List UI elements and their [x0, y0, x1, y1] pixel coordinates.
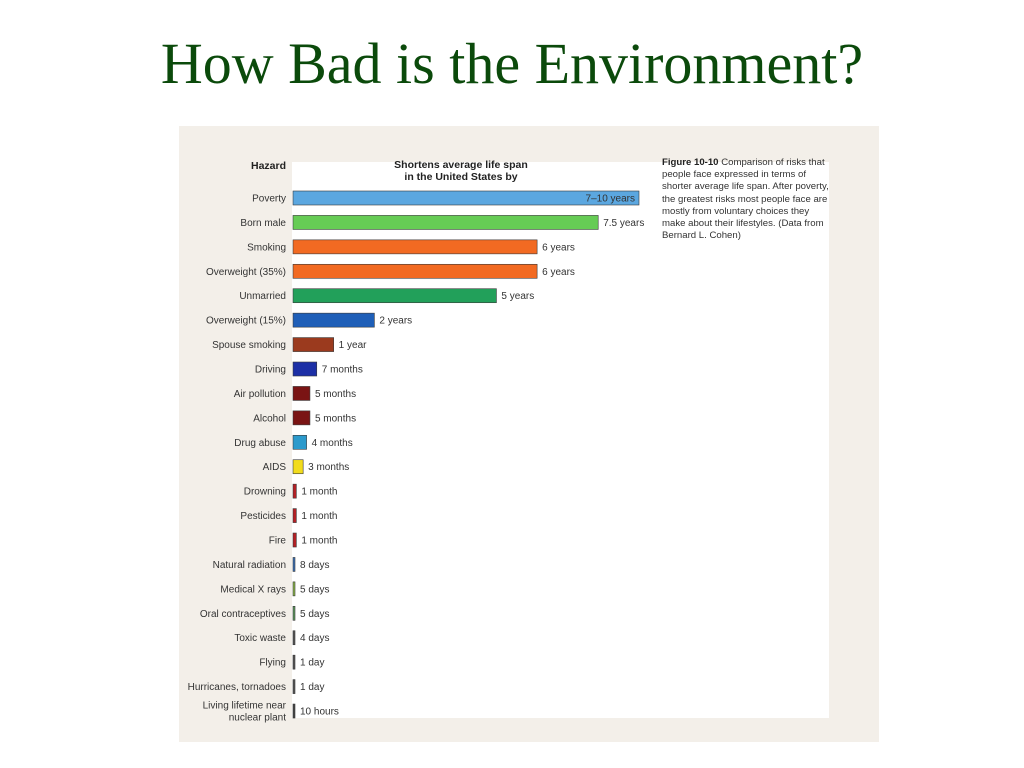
- category-label-born-male: Born male: [240, 218, 286, 229]
- bar-flying: [292, 654, 296, 670]
- bar-air-pollution: [292, 386, 311, 401]
- bar-overweight-15: [292, 312, 375, 328]
- value-label-drug-abuse: 4 months: [312, 438, 353, 449]
- value-label-driving: 7 months: [322, 365, 363, 376]
- hazard-column-header: Hazard: [251, 160, 287, 172]
- value-label-unmarried: 5 years: [501, 291, 534, 302]
- category-label-oral-contraceptives: Oral contraceptives: [200, 609, 286, 620]
- category-label-pesticides: Pesticides: [240, 511, 286, 522]
- life-span-column-header: Shortens average life span in the United…: [376, 159, 546, 183]
- value-label-spouse-smoking: 1 year: [339, 340, 367, 351]
- bar-alcohol: [292, 410, 311, 426]
- category-label-unmarried: Unmarried: [239, 291, 286, 302]
- bar-natural-radiation: [292, 557, 296, 572]
- bar-overweight-35: [292, 263, 538, 279]
- bar-unmarried: [292, 288, 497, 304]
- value-label-poverty: 7–10 years: [586, 194, 635, 205]
- bar-living-lifetime-near-nuclear-plant: [292, 703, 296, 719]
- value-label-drowning: 1 month: [301, 487, 337, 498]
- value-label-living-lifetime-near-nuclear-plant: 10 hours: [300, 707, 339, 718]
- category-label-overweight-35: Overweight (35%): [206, 267, 286, 278]
- bar-fire: [292, 532, 297, 548]
- life-span-header-line-2: in the United States by: [404, 171, 518, 183]
- bar-hurricanes-tornadoes: [292, 679, 296, 694]
- category-label-driving: Driving: [255, 365, 286, 376]
- bar-toxic-waste: [292, 630, 296, 646]
- category-label-toxic-waste: Toxic waste: [234, 633, 286, 644]
- category-label-smoking: Smoking: [247, 242, 286, 253]
- figure-caption-text: Comparison of risks that people face exp…: [662, 157, 829, 242]
- figure-panel: Hazard Shortens average life span in the…: [179, 126, 879, 742]
- category-label-alcohol: Alcohol: [253, 413, 286, 424]
- value-label-hurricanes-tornadoes: 1 day: [300, 682, 324, 693]
- category-label-medical-x-rays: Medical X rays: [220, 584, 286, 595]
- category-label-poverty: Poverty: [252, 194, 286, 205]
- bar-oral-contraceptives: [292, 606, 296, 621]
- value-label-toxic-waste: 4 days: [300, 633, 329, 644]
- category-label-spouse-smoking: Spouse smoking: [212, 340, 286, 351]
- bar-born-male: [292, 215, 599, 230]
- category-label-air-pollution: Air pollution: [234, 389, 286, 400]
- category-label-drowning: Drowning: [244, 487, 286, 498]
- category-label-fire: Fire: [269, 536, 287, 547]
- bar-drowning: [292, 483, 297, 499]
- bar-poverty: [292, 190, 640, 206]
- bar-drug-abuse: [292, 434, 307, 450]
- figure-caption: Figure 10-10 Comparison of risks that pe…: [662, 157, 832, 242]
- category-label-living-lifetime-near-nuclear-plant: Living lifetime near nuclear plant: [203, 701, 287, 724]
- life-span-header-line-1: Shortens average life span: [394, 159, 528, 171]
- figure-caption-label: Figure 10-10: [662, 157, 719, 168]
- bar-medical-x-rays: [292, 581, 296, 597]
- value-label-born-male: 7.5 years: [603, 218, 644, 229]
- value-label-smoking: 6 years: [542, 242, 575, 253]
- value-label-oral-contraceptives: 5 days: [300, 609, 329, 620]
- plot-area: [292, 162, 829, 718]
- bar-smoking: [292, 239, 538, 255]
- category-label-hurricanes-tornadoes: Hurricanes, tornadoes: [188, 682, 286, 693]
- category-label-flying: Flying: [259, 658, 286, 669]
- category-label-overweight-15: Overweight (15%): [206, 316, 286, 327]
- bar-spouse-smoking: [292, 337, 334, 352]
- value-label-overweight-35: 6 years: [542, 267, 575, 278]
- bar-driving: [292, 361, 318, 377]
- value-label-overweight-15: 2 years: [379, 316, 412, 327]
- value-label-natural-radiation: 8 days: [300, 560, 329, 571]
- value-label-alcohol: 5 months: [315, 413, 356, 424]
- value-label-fire: 1 month: [301, 536, 337, 547]
- category-label-drug-abuse: Drug abuse: [234, 438, 286, 449]
- value-label-air-pollution: 5 months: [315, 389, 356, 400]
- slide-title: How Bad is the Environment?: [160, 31, 864, 96]
- value-label-medical-x-rays: 5 days: [300, 584, 329, 595]
- bar-aids: [292, 459, 304, 475]
- category-label-aids: AIDS: [263, 462, 287, 473]
- value-label-flying: 1 day: [300, 658, 324, 669]
- hazard-bar-chart: Poverty 7–10 years Born male 7.5 years Smoki…: [188, 190, 644, 724]
- bar-pesticides: [292, 508, 297, 523]
- value-label-aids: 3 months: [308, 462, 349, 473]
- value-label-pesticides: 1 month: [301, 511, 337, 522]
- category-label-natural-radiation: Natural radiation: [213, 560, 286, 571]
